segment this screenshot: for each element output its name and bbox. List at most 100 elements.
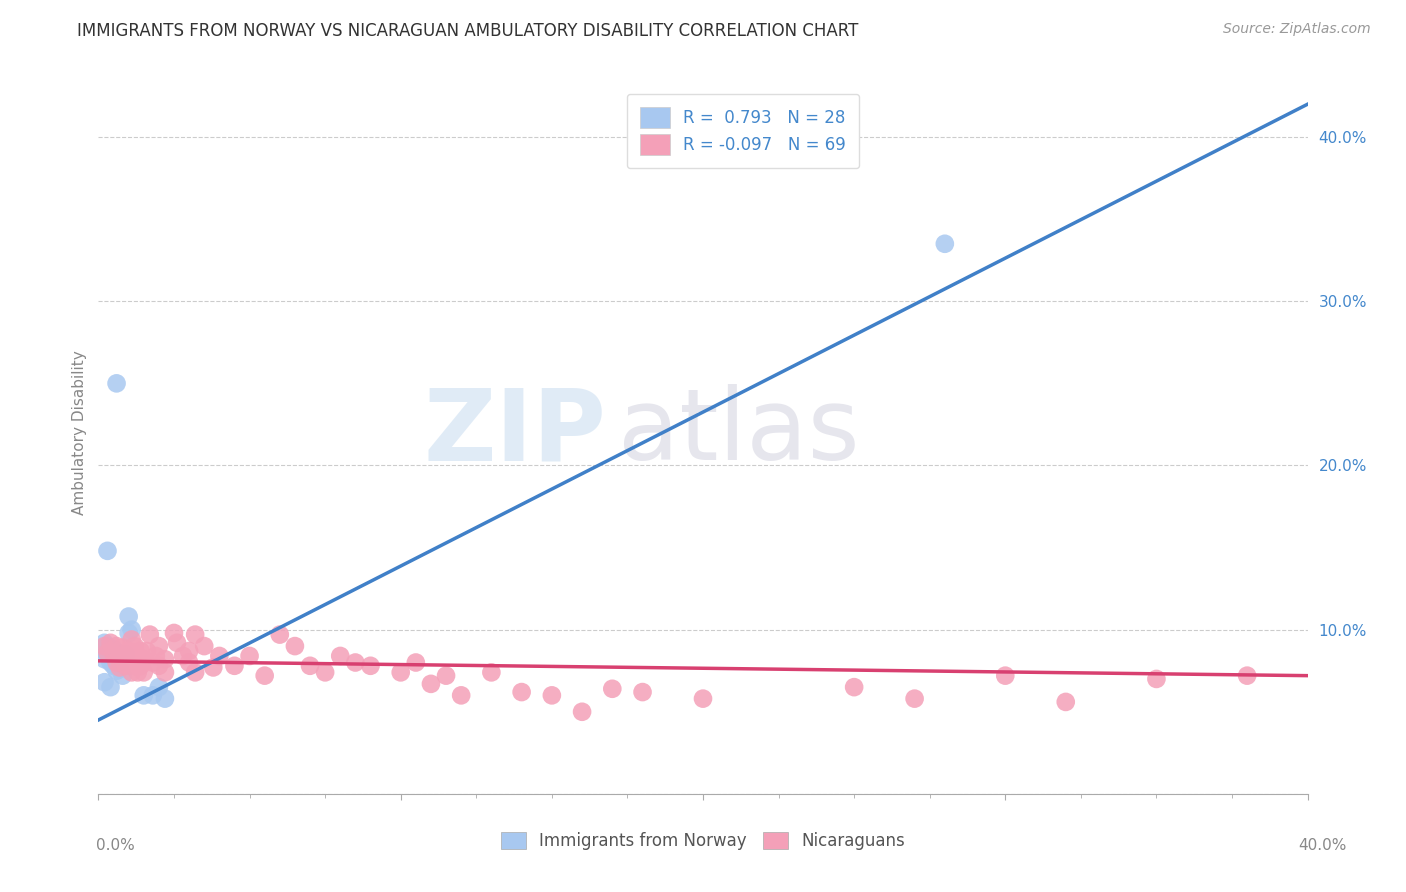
Point [124,639,146,653]
Point [172,648,194,663]
Point [118,609,141,624]
Point [166,636,188,650]
Point [96,648,118,662]
Point [344,656,367,670]
Point [269,627,291,641]
Point [105,656,128,670]
Point [129,658,152,673]
Point [434,668,457,682]
Point [135,644,157,658]
Legend: Immigrants from Norway, Nicaraguans: Immigrants from Norway, Nicaraguans [492,824,914,859]
Point [202,660,225,674]
Point [153,652,176,666]
Point [111,648,134,663]
Point [111,652,134,666]
Point [208,648,231,663]
Point [139,627,162,641]
Point [163,626,186,640]
Point [100,636,122,650]
Y-axis label: Ambulatory Disability: Ambulatory Disability [72,351,87,515]
Point [100,656,122,670]
Point [405,656,427,670]
Point [93,675,115,690]
Text: 40.0%: 40.0% [1299,838,1347,853]
Point [105,639,128,653]
Point [121,623,143,637]
Point [184,665,207,680]
Point [105,646,128,660]
Point [118,644,141,658]
Point [692,691,714,706]
Point [100,680,122,694]
Point [121,665,143,680]
Point [994,668,1017,682]
Point [108,648,131,663]
Point [314,665,336,680]
Point [114,658,136,673]
Point [111,668,134,682]
Text: 0.0%: 0.0% [96,838,135,853]
Point [127,648,149,663]
Point [90,642,112,657]
Text: IMMIGRANTS FROM NORWAY VS NICARAGUAN AMBULATORY DISABILITY CORRELATION CHART: IMMIGRANTS FROM NORWAY VS NICARAGUAN AMB… [77,22,859,40]
Point [132,689,155,703]
Point [284,639,307,653]
Text: Source: ZipAtlas.com: Source: ZipAtlas.com [1223,22,1371,37]
Point [540,689,562,703]
Point [127,665,149,680]
Point [179,644,201,658]
Point [420,677,443,691]
Point [389,665,412,680]
Point [1054,695,1077,709]
Point [142,689,165,703]
Point [105,664,128,678]
Point [631,685,654,699]
Point [179,656,201,670]
Point [129,644,152,658]
Point [142,656,165,670]
Point [96,646,118,660]
Point [93,636,115,650]
Point [148,639,170,653]
Point [96,544,118,558]
Point [108,652,131,666]
Point [193,639,215,653]
Legend: R =  0.793   N = 28, R = -0.097   N = 69: R = 0.793 N = 28, R = -0.097 N = 69 [627,95,859,169]
Point [153,691,176,706]
Point [100,644,122,658]
Point [96,639,118,653]
Point [184,627,207,641]
Point [103,658,125,673]
Point [108,662,131,676]
Point [132,665,155,680]
Point [108,660,131,674]
Point [103,642,125,657]
Point [124,658,146,673]
Point [602,681,624,696]
Point [111,640,134,655]
Point [571,705,593,719]
Point [103,648,125,662]
Point [239,648,262,663]
Point [121,632,143,647]
Point [904,691,927,706]
Point [450,689,472,703]
Text: atlas: atlas [619,384,860,481]
Point [481,665,503,680]
Point [153,665,176,680]
Point [105,376,128,391]
Point [224,658,246,673]
Point [145,648,167,663]
Point [148,680,170,694]
Point [299,658,322,673]
Point [253,668,276,682]
Point [329,648,352,663]
Point [934,236,956,251]
Point [844,680,866,694]
Point [93,639,115,653]
Point [510,685,533,699]
Point [118,656,141,670]
Point [114,648,136,662]
Point [1236,668,1258,682]
Point [93,652,115,666]
